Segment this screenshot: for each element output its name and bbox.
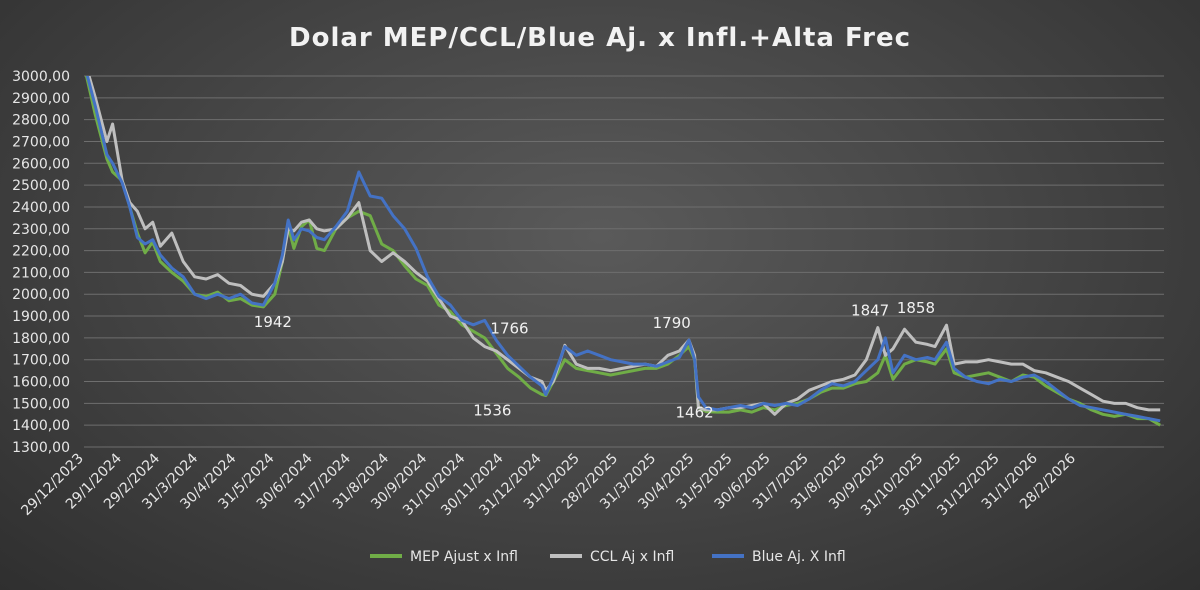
y-tick-label: 1600,00 <box>12 375 70 391</box>
annotation-label: 1462 <box>676 404 714 422</box>
annotation-label: 1766 <box>490 319 528 337</box>
y-tick-label: 1900,00 <box>12 309 70 325</box>
y-tick-label: 1800,00 <box>12 331 70 347</box>
y-tick-label: 2100,00 <box>12 265 70 281</box>
annotation-label: 1790 <box>653 314 691 332</box>
y-tick-label: 2400,00 <box>12 200 70 216</box>
annotation-label: 1858 <box>897 299 935 317</box>
series-line-2 <box>87 76 1161 416</box>
y-tick-label: 1700,00 <box>12 353 70 369</box>
y-tick-label: 2300,00 <box>12 222 70 238</box>
y-tick-label: 2900,00 <box>12 91 70 107</box>
annotation-label: 1847 <box>851 302 889 320</box>
series-line-1 <box>84 76 1161 427</box>
legend-label: Blue Aj. X Infl <box>752 549 846 565</box>
chart-title: Dolar MEP/CCL/Blue Aj. x Infl.+Alta Frec <box>289 23 911 53</box>
grid <box>84 75 1164 448</box>
y-tick-label: 2500,00 <box>12 178 70 194</box>
y-tick-label: 1500,00 <box>12 396 70 412</box>
y-axis: 1300,00 1400,00 1500,00 1600,00 1700,00 1800,… <box>12 69 70 456</box>
y-tick-label: 2000,00 <box>12 287 70 303</box>
annotation-label: 1536 <box>473 401 511 419</box>
y-tick-label: 2700,00 <box>12 134 70 150</box>
y-tick-label: 2800,00 <box>12 113 70 129</box>
legend: MEP Ajust x Infl CCL Aj x Infl Blue Aj. X … <box>370 549 846 565</box>
series-group <box>84 76 1161 427</box>
y-tick-label: 2600,00 <box>12 156 70 172</box>
x-axis: 29/12/202329/1/202429/2/202431/3/202430/… <box>18 450 1079 518</box>
annotations: 1942 1766 1536 1790 1462 1847 1858 <box>254 299 935 421</box>
annotation-label: 1942 <box>254 313 292 331</box>
series-line-3 <box>85 76 1161 423</box>
y-tick-label: 3000,00 <box>12 69 70 85</box>
y-tick-label: 2200,00 <box>12 244 70 260</box>
legend-label: MEP Ajust x Infl <box>410 549 518 565</box>
y-tick-label: 1300,00 <box>12 440 70 456</box>
y-tick-label: 1400,00 <box>12 418 70 434</box>
legend-label: CCL Aj x Infl <box>590 549 674 565</box>
